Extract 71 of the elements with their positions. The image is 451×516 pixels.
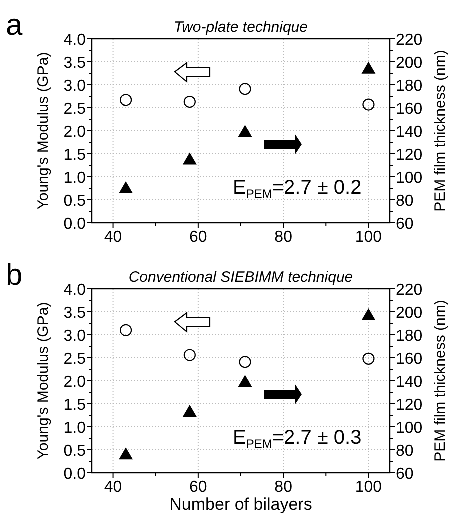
chart-title: Conventional SIEBIMM technique: [128, 269, 354, 286]
y2-axis-title: PEM film thickness (nm): [432, 50, 449, 212]
point: [119, 448, 134, 460]
y-tick-label: 2.5: [64, 101, 86, 118]
y2-tick-label: 220: [396, 282, 423, 299]
y2-axis-title: PEM film thickness (nm): [432, 300, 449, 462]
y-tick-label: 1.5: [64, 147, 86, 164]
point: [362, 308, 376, 320]
y2-tick-label: 200: [396, 305, 423, 322]
y-tick-label: 2.5: [64, 351, 86, 368]
y-tick-label: 3.0: [64, 328, 86, 345]
x-tick-label: 100: [355, 479, 382, 496]
y2-tick-label: 120: [396, 147, 423, 164]
point: [239, 356, 252, 368]
y-tick-label: 0.0: [64, 216, 86, 233]
y2-tick-label: 60: [396, 466, 414, 483]
y2-tick-label: 100: [396, 420, 423, 437]
y-tick-label: 4.0: [64, 282, 86, 299]
y-tick-label: 1.5: [64, 397, 86, 414]
x-tick-label: 80: [274, 229, 293, 246]
chart-title: Two-plate technique: [174, 19, 308, 36]
y2-tick-label: 180: [396, 78, 423, 95]
x-tick-label: 60: [190, 479, 208, 496]
y2-tick-label: 160: [396, 101, 423, 118]
y2-tick-label: 160: [396, 351, 423, 368]
x-tick-label: 80: [274, 479, 293, 496]
y-axis-title: Young's Modulus (GPa): [35, 52, 52, 210]
y2-tick-label: 80: [396, 443, 414, 460]
y-tick-label: 3.5: [64, 55, 86, 72]
point: [184, 349, 196, 362]
text: a: [6, 9, 23, 42]
y-tick-label: 1.0: [64, 170, 86, 187]
y2-tick-label: 120: [396, 397, 423, 414]
y-tick-label: 0.5: [64, 443, 86, 460]
y2-tick-label: 180: [396, 328, 423, 345]
y2-tick-label: 80: [396, 193, 414, 210]
y2-tick-label: 100: [396, 170, 423, 187]
text: b: [6, 259, 23, 292]
point: [120, 94, 132, 106]
y-axis-title: Young's Modulus (GPa): [35, 302, 52, 460]
y-tick-label: 2.0: [64, 124, 86, 141]
point: [182, 405, 197, 418]
y2-tick-label: 220: [396, 32, 423, 49]
y2-tick-label: 200: [396, 55, 423, 72]
y-tick-label: 3.5: [64, 305, 86, 322]
x-tick-label: 40: [104, 479, 122, 496]
annotation: E$_{PEM}$=2.7 ± 0.2: [233, 177, 362, 201]
point: [362, 98, 375, 111]
x-tick-label: 100: [355, 229, 382, 246]
point: [238, 125, 252, 138]
annotation: E$_{PEM}$=2.7 ± 0.3: [233, 427, 362, 451]
x-tick-label: 60: [190, 229, 208, 246]
point: [120, 324, 132, 336]
y-tick-label: 1.0: [64, 420, 86, 437]
point: [184, 96, 196, 108]
point: [119, 182, 134, 194]
point: [238, 375, 252, 388]
point: [362, 352, 375, 365]
x-tick-label: 40: [104, 229, 122, 246]
y2-tick-label: 140: [396, 374, 423, 391]
y-tick-label: 0.5: [64, 193, 86, 210]
y2-tick-label: 140: [396, 124, 423, 141]
point: [362, 62, 376, 74]
point: [182, 152, 197, 165]
point: [239, 83, 252, 96]
y-tick-label: 3.0: [64, 78, 86, 95]
x-axis-title: Number of bilayers: [170, 495, 312, 514]
y2-tick-label: 60: [396, 216, 414, 233]
y-tick-label: 4.0: [64, 32, 86, 49]
y-tick-label: 0.0: [64, 466, 86, 483]
y-tick-label: 2.0: [64, 374, 86, 391]
